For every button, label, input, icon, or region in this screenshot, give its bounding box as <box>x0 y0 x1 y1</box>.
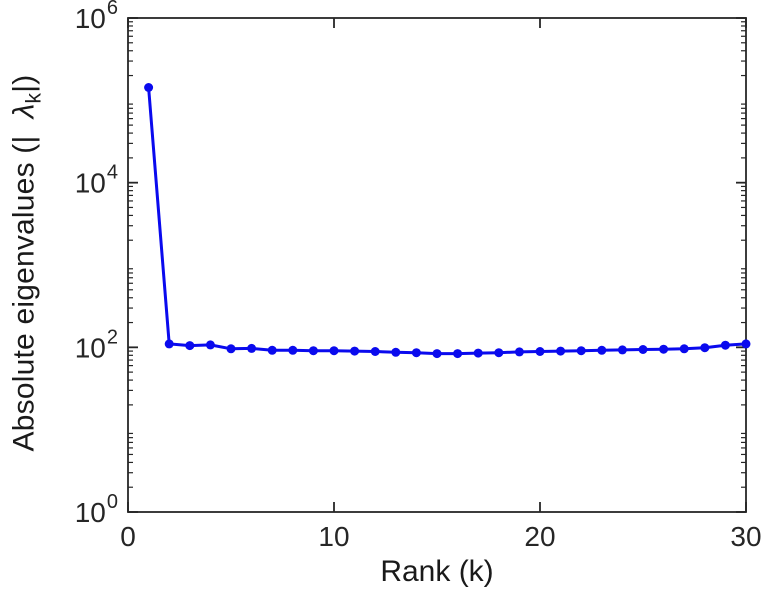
x-tick-label: 20 <box>524 521 555 552</box>
y-minor-ticks <box>128 21 746 488</box>
data-point-marker <box>473 348 483 358</box>
data-point-marker <box>185 341 195 351</box>
x-tick-label: 0 <box>120 521 136 552</box>
data-point-marker <box>535 347 545 356</box>
y-axis-label: Absolute eigenvalues (| λk|) <box>8 75 47 452</box>
lambda-subscript: k <box>22 92 46 104</box>
x-tick-label: 30 <box>730 521 761 552</box>
y-axis-label-text: Absolute eigenvalues (| <box>7 135 41 452</box>
data-point-marker <box>720 340 730 350</box>
data-point-marker <box>741 339 751 349</box>
y-tick-label: 102 <box>75 326 118 363</box>
data-point-marker <box>205 340 215 350</box>
data-point-marker <box>432 349 442 359</box>
data-point-marker <box>308 346 318 356</box>
data-point-marker <box>350 346 360 356</box>
data-point-marker <box>247 343 257 353</box>
data-point-marker <box>411 348 421 358</box>
data-point-marker <box>144 83 154 92</box>
data-point-marker <box>679 344 689 354</box>
data-point-marker <box>226 344 236 354</box>
data-point-marker <box>267 345 277 355</box>
data-point-marker <box>329 346 339 356</box>
data-point-marker <box>370 347 380 356</box>
data-point-marker <box>597 345 607 355</box>
data-point-marker <box>617 345 627 355</box>
data-point-marker <box>453 349 463 359</box>
data-point-marker <box>494 348 504 358</box>
eigenvalue-line <box>147 86 748 356</box>
data-point-marker <box>638 345 648 354</box>
y-tick-label: 104 <box>75 162 118 199</box>
data-point-marker <box>288 345 298 355</box>
data-point-marker <box>659 344 669 354</box>
data-point-marker <box>556 346 566 356</box>
y-tick-label: 100 <box>75 491 118 528</box>
data-point-marker <box>700 343 710 353</box>
data-point-marker <box>514 347 524 357</box>
y-axis-label-spacer <box>8 118 41 135</box>
data-point-marker <box>391 347 401 357</box>
y-axis-label-suffix: |) <box>7 74 41 93</box>
major-ticks <box>127 17 747 513</box>
data-point-marker <box>576 346 586 356</box>
x-tick-label: 10 <box>318 521 349 552</box>
axis-box <box>127 17 747 513</box>
lambda-symbol: λ <box>7 103 41 119</box>
x-axis-label: Rank (k) <box>380 555 494 588</box>
y-tick-label: 106 <box>75 0 118 34</box>
data-point-marker <box>164 339 174 349</box>
tick-labels: 0 10 20 30 100 102 104 106 <box>75 0 762 552</box>
data-markers <box>144 83 751 359</box>
